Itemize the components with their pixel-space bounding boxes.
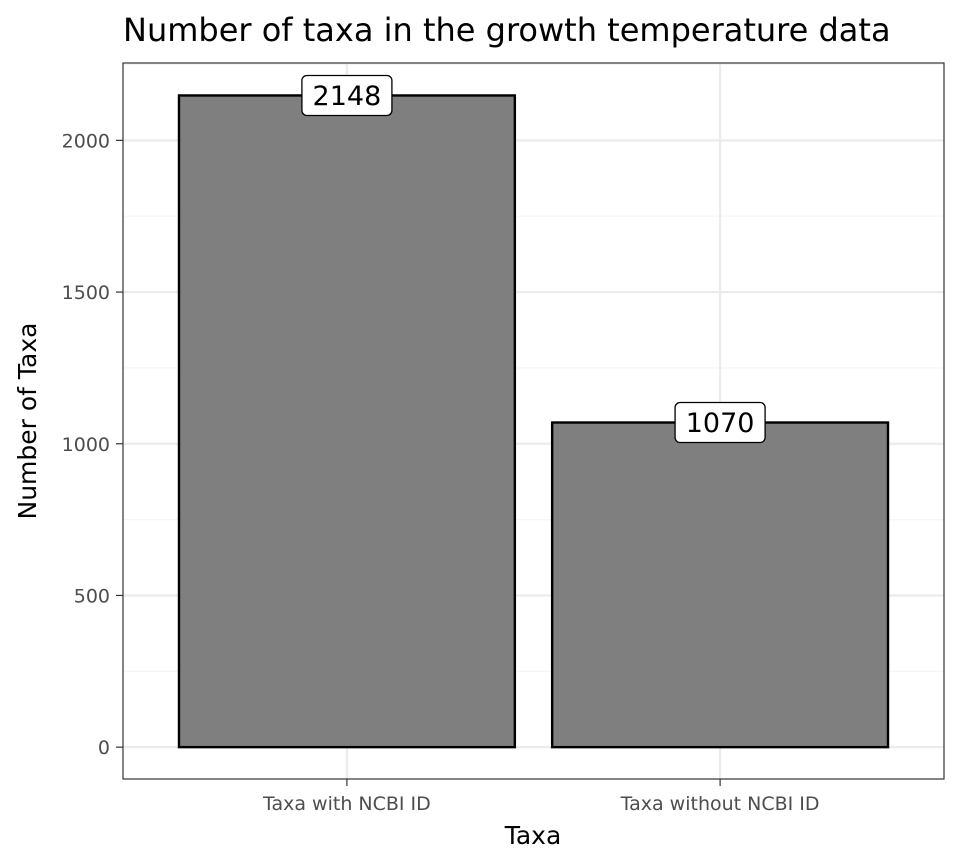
x-axis: Taxa with NCBI ID Taxa without NCBI ID xyxy=(262,779,820,815)
y-axis: 0 500 1000 1500 2000 xyxy=(62,130,123,759)
y-tick-label: 1500 xyxy=(62,282,110,304)
data-label-box xyxy=(301,74,393,117)
y-axis-title: Number of Taxa xyxy=(13,323,42,520)
bar xyxy=(550,421,890,749)
x-axis-title: Taxa xyxy=(504,821,562,850)
bars xyxy=(177,94,890,749)
y-tick-label: 0 xyxy=(98,737,110,759)
y-tick-label: 2000 xyxy=(62,130,110,152)
panel-border xyxy=(122,62,945,780)
data-label: 2148 xyxy=(313,81,382,112)
y-tick-label: 1000 xyxy=(62,434,110,456)
data-label-box xyxy=(674,401,766,444)
chart-title: Number of taxa in the growth temperature… xyxy=(123,11,891,49)
x-tick-label: Taxa without NCBI ID xyxy=(620,793,820,815)
data-labels: 2148 1070 xyxy=(301,74,766,444)
y-tick-label: 500 xyxy=(74,585,110,607)
data-label: 1070 xyxy=(686,408,755,439)
bar xyxy=(177,94,517,749)
x-tick-label: Taxa with NCBI ID xyxy=(262,793,431,815)
